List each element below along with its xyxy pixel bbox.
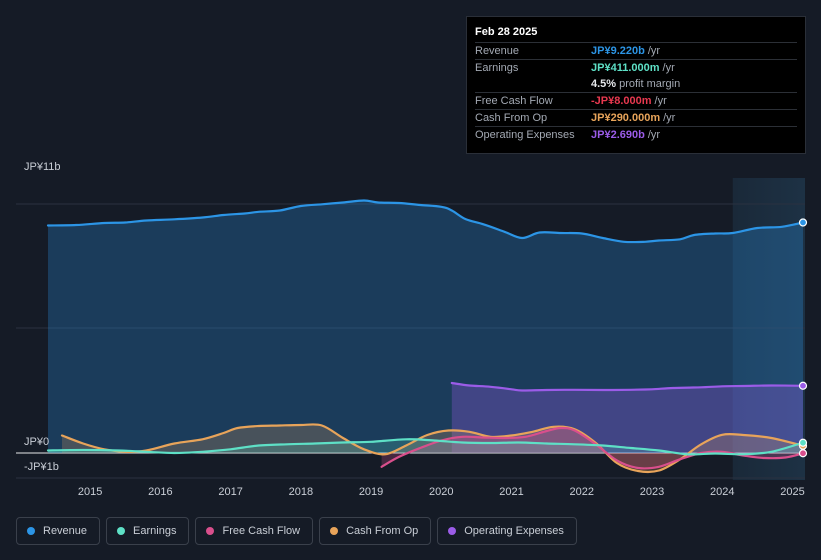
- legend-label: Operating Expenses: [464, 525, 564, 537]
- tooltip-label: [475, 76, 591, 92]
- legend-item-revenue[interactable]: Revenue: [16, 517, 101, 545]
- x-tick-label: 2018: [289, 486, 313, 498]
- tooltip-date: Feb 28 2025: [475, 26, 538, 38]
- tooltip-panel: Feb 28 2025 Revenue JP¥9.220b /yr Earnin…: [466, 16, 806, 154]
- legend-label: Revenue: [43, 525, 88, 537]
- x-tick-label: 2017: [218, 486, 242, 498]
- legend-dot-icon: [448, 527, 457, 535]
- legend-dot-icon: [330, 527, 339, 535]
- legend-item-free-cash-flow[interactable]: Free Cash Flow: [195, 517, 314, 545]
- legend-item-earnings[interactable]: Earnings: [106, 517, 190, 545]
- x-tick-label: 2020: [429, 486, 453, 498]
- x-tick-label: 2023: [640, 486, 664, 498]
- tooltip-row-profit-margin: 4.5% profit margin: [475, 76, 797, 92]
- series-line-operating-expenses: [450, 381, 805, 392]
- tooltip-row-revenue: Revenue JP¥9.220b /yr: [475, 42, 797, 59]
- tooltip-unit: /yr: [663, 112, 676, 124]
- legend-dot-icon: [206, 527, 215, 535]
- y-axis-label-zero: JP¥0: [24, 436, 49, 448]
- tooltip-label: Earnings: [475, 62, 519, 74]
- y-axis-label-top: JP¥11b: [24, 161, 61, 173]
- tooltip-row-earnings: Earnings JP¥411.000m /yr: [475, 59, 797, 76]
- end-marker-earnings: [798, 438, 808, 447]
- tooltip-unit: /yr: [662, 62, 675, 74]
- tooltip-unit: /yr: [647, 129, 661, 141]
- legend-label: Earnings: [133, 525, 177, 537]
- tooltip-label: Cash From Op: [475, 112, 548, 124]
- end-marker-free-cash-flow: [798, 449, 808, 458]
- tooltip-unit: /yr: [654, 95, 667, 107]
- series-line-earnings: [46, 438, 805, 456]
- tooltip-value: JP¥290.000m: [591, 112, 661, 124]
- series-line-cash-from-op: [60, 423, 805, 474]
- tooltip-value: -JP¥8.000m: [591, 95, 652, 107]
- x-tick-label: 2021: [499, 486, 523, 498]
- y-axis-label-bottom: -JP¥1b: [24, 461, 59, 473]
- x-tick-label: 2024: [710, 486, 734, 498]
- tooltip-label: Operating Expenses: [475, 129, 575, 141]
- legend-item-operating-expenses[interactable]: Operating Expenses: [437, 517, 577, 545]
- legend-label: Cash From Op: [346, 525, 419, 537]
- x-axis-ticks: 2015 2016 2017 2018 2019 2020 2021 2022 2023 2024…: [78, 486, 805, 498]
- end-markers: [798, 218, 808, 458]
- tooltip-unit: /yr: [647, 45, 661, 57]
- legend: Revenue Earnings Free Cash Flow Cash Fro…: [16, 517, 577, 545]
- tooltip-value: JP¥411.000m: [591, 62, 660, 74]
- tooltip-value: 4.5%: [591, 78, 617, 90]
- x-tick-label: 2025: [780, 486, 804, 498]
- legend-label: Free Cash Flow: [222, 525, 301, 537]
- legend-dot-icon: [117, 527, 126, 535]
- end-marker-operating-expenses: [798, 381, 808, 390]
- x-tick-label: 2015: [78, 486, 102, 498]
- tooltip-label: Free Cash Flow: [475, 95, 553, 107]
- tooltip-row-operating-expenses: Operating Expenses JP¥2.690b /yr: [475, 126, 797, 143]
- tooltip-unit: profit margin: [619, 78, 681, 90]
- tooltip-row-cash-from-op: Cash From Op JP¥290.000m /yr: [475, 109, 797, 126]
- series-line-revenue: [46, 199, 805, 244]
- x-tick-label: 2016: [148, 486, 172, 498]
- series-lines: [46, 199, 805, 474]
- tooltip-label: Revenue: [475, 45, 520, 57]
- tooltip-value: JP¥2.690b: [591, 129, 645, 141]
- legend-item-cash-from-op[interactable]: Cash From Op: [319, 517, 432, 545]
- x-tick-label: 2022: [570, 486, 594, 498]
- tooltip-value: JP¥9.220b: [591, 45, 645, 57]
- tooltip-row-free-cash-flow: Free Cash Flow -JP¥8.000m /yr: [475, 92, 797, 109]
- x-tick-label: 2019: [359, 486, 383, 498]
- legend-dot-icon: [27, 527, 35, 535]
- end-marker-revenue: [798, 218, 808, 227]
- series-fills: [48, 200, 803, 472]
- series-area-operating-expenses: [451, 383, 803, 453]
